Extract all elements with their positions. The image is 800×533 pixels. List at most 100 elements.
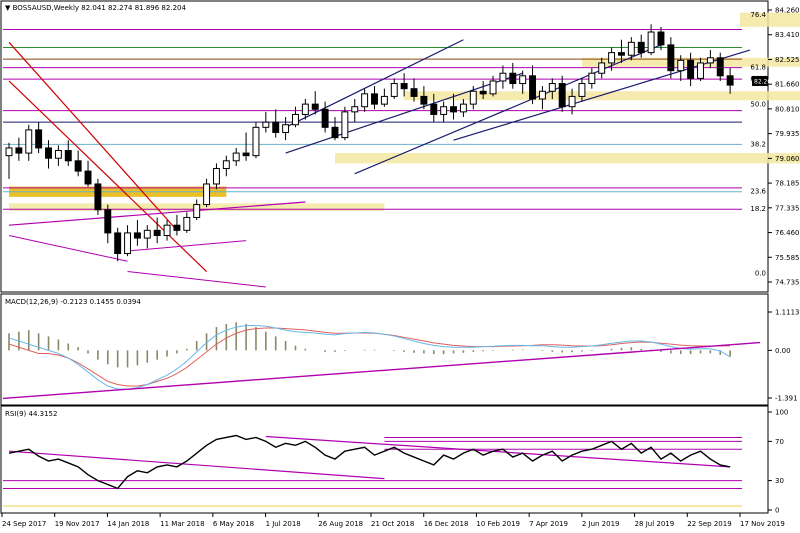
- trend-line: [354, 44, 662, 175]
- candle-body: [716, 57, 724, 77]
- price-tick-label: 75.585: [775, 254, 800, 262]
- candle-body: [5, 147, 13, 157]
- rsi-tick-label: 0: [775, 507, 779, 515]
- candle-body: [489, 80, 497, 95]
- time-tick-label: 19 Nov 2017: [55, 520, 100, 528]
- time-tick-label: 21 Oct 2018: [371, 520, 414, 528]
- price-tick-label: 83.410: [775, 31, 800, 39]
- trend-line: [8, 80, 207, 272]
- time-tick-label: 22 Sep 2019: [687, 520, 731, 528]
- time-tick-label: 10 Feb 2019: [476, 520, 520, 528]
- macd-plot: [2, 322, 761, 400]
- candle-body: [45, 147, 52, 159]
- trend-line: [8, 201, 306, 226]
- rsi-line: [8, 434, 731, 490]
- time-tick-label: 11 Mar 2018: [160, 520, 204, 528]
- candle-body: [469, 90, 477, 105]
- candle-body: [519, 75, 527, 85]
- time-tick-label: 28 Jul 2019: [635, 520, 675, 528]
- fib-label: 61.8: [750, 64, 766, 72]
- candle-body: [637, 41, 645, 54]
- time-tick-label: 17 Nov 2019: [740, 520, 785, 528]
- candle-body: [538, 90, 546, 100]
- price-tick-label: 74.735: [775, 279, 800, 287]
- time-axis: 24 Sep 2017 19 Nov 2017 14 Jan 2018 11 Mar …: [1, 513, 785, 528]
- candle-body: [588, 72, 596, 85]
- candle-body: [440, 106, 448, 115]
- price-tick-label: 82.525: [775, 56, 800, 64]
- macd-tick-label: 0.00: [775, 347, 791, 355]
- time-tick-label: 14 Jan 2018: [107, 520, 149, 528]
- candle-body: [529, 75, 537, 100]
- candle-body: [282, 124, 290, 133]
- candle-body: [252, 126, 260, 157]
- main-panel[interactable]: 76.461.860.050.038.223.618.20.0 84.26083…: [0, 0, 800, 293]
- candle-body: [272, 121, 280, 133]
- price-tick-label: 77.335: [775, 204, 800, 212]
- price-axis: 84.260 83.410 82.525 81.660 80.810 79.935 79.0…: [752, 7, 800, 287]
- trend-line: [127, 240, 247, 252]
- candle-body: [667, 44, 675, 72]
- candle-body: [292, 113, 299, 126]
- candle-body: [410, 88, 418, 97]
- candle-body: [311, 103, 319, 110]
- candle-body: [390, 83, 398, 97]
- rsi-axis: 100 70 30 0: [768, 409, 788, 515]
- candle-body: [222, 160, 230, 170]
- candle-body: [726, 75, 734, 86]
- time-tick-label: 26 Aug 2018: [318, 520, 363, 528]
- trend-line: [127, 271, 266, 288]
- candle-body: [183, 216, 191, 231]
- price-tick-label: 84.260: [775, 7, 800, 15]
- rsi-trend-line: [8, 450, 385, 480]
- fib-label: 18.2: [750, 205, 766, 213]
- candlesticks: [5, 24, 734, 262]
- macd-tick-label: 1.1113: [775, 309, 800, 317]
- time-tick-label: 1 Jul 2018: [266, 520, 301, 528]
- candle-body: [143, 229, 151, 239]
- current-price-box: [752, 75, 768, 86]
- candle-body: [371, 93, 378, 105]
- candle-body: [193, 204, 201, 218]
- candle-body: [627, 41, 635, 56]
- candle-body: [617, 52, 625, 56]
- candle-body: [479, 90, 487, 95]
- candle-body: [499, 72, 507, 82]
- candle-body: [94, 183, 102, 211]
- candle-body: [697, 62, 704, 79]
- chart-title: ▼ BOSSAUSD,Weekly 82.041 82.274 81.896 8…: [5, 4, 186, 12]
- price-tick-label: 80.810: [775, 105, 800, 113]
- candle-body: [242, 152, 250, 157]
- candle-body: [548, 83, 556, 92]
- candle-body: [133, 232, 141, 239]
- macd-axis: 1.1113 0.00 -1.391: [768, 309, 800, 403]
- rsi-tick-label: 70: [775, 438, 784, 446]
- candle-body: [706, 57, 714, 64]
- rsi-zone: [3, 505, 742, 508]
- macd-title: MACD(12,26,9) -0.2123 0.1455 0.0394: [5, 298, 141, 306]
- candle-body: [173, 224, 181, 231]
- trend-line: [8, 235, 128, 262]
- fib-label: 38.2: [750, 140, 766, 148]
- macd-trend-line: [2, 341, 761, 400]
- candle-body: [64, 150, 72, 162]
- candle-body: [331, 126, 339, 139]
- candle-body: [558, 83, 566, 108]
- macd-panel[interactable]: 1.1113 0.00 -1.391 MACD(12,26,9) -0.2123 0…: [0, 293, 800, 406]
- candle-body: [114, 232, 122, 255]
- candle-body: [301, 103, 309, 115]
- candle-body: [104, 209, 112, 234]
- candle-body: [450, 106, 457, 113]
- candle-body: [361, 93, 369, 108]
- time-tick-label: 6 May 2018: [213, 520, 254, 528]
- rsi-tick-label: 30: [775, 477, 784, 485]
- candle-body: [54, 150, 62, 159]
- fib-label: 76.4: [750, 11, 766, 19]
- time-tick-label: 16 Dec 2018: [424, 520, 469, 528]
- price-tick-label: 79.060: [775, 155, 800, 163]
- candle-body: [25, 129, 33, 154]
- rsi-plot: [3, 434, 742, 508]
- candle-body: [578, 83, 586, 97]
- rsi-panel[interactable]: 100 70 30 0 RSI(9) 44.3152: [0, 405, 788, 515]
